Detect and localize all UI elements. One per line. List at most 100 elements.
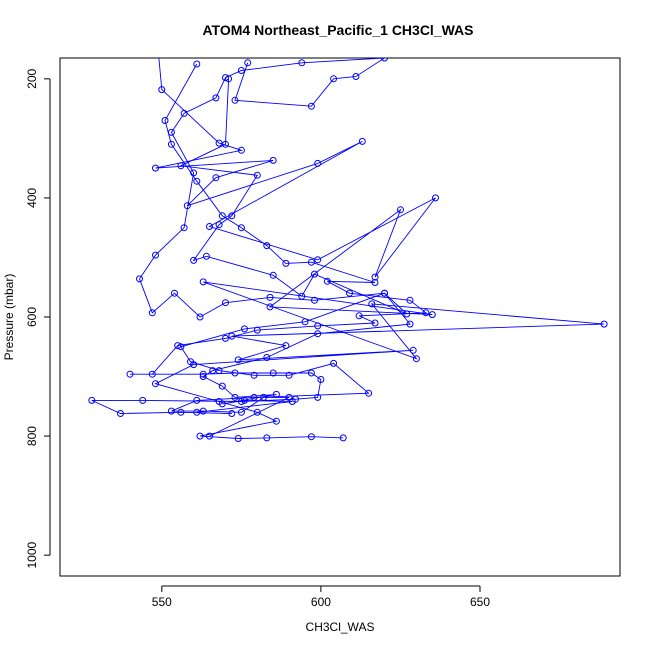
data-point <box>171 289 178 297</box>
x-tick-label: 650 <box>470 595 490 609</box>
series-line <box>138 58 411 413</box>
data-point <box>206 223 213 230</box>
x-tick-label: 550 <box>152 595 172 609</box>
data-point <box>180 109 188 117</box>
data-point <box>409 346 417 354</box>
data-point <box>406 296 414 304</box>
data-point <box>314 159 322 167</box>
data-point <box>148 370 156 378</box>
data-point <box>285 371 293 379</box>
data-point <box>88 396 96 404</box>
data-point <box>253 171 261 179</box>
x-axis-label: CH3Cl_WAS <box>306 620 375 634</box>
data-point <box>288 398 296 405</box>
data-point <box>323 277 331 285</box>
series-group <box>88 58 608 442</box>
chart-title: ATOM4 Northeast_Pacific_1 CH3Cl_WAS <box>202 22 473 38</box>
y-axis: 200 400 600 800 1000 <box>25 69 51 569</box>
data-point <box>234 356 242 364</box>
data-point <box>428 311 436 319</box>
data-point <box>212 174 220 182</box>
y-tick-label: 800 <box>25 426 39 446</box>
data-point <box>272 390 280 398</box>
data-point <box>244 59 252 67</box>
data-point <box>222 74 229 82</box>
data-point <box>381 289 388 297</box>
y-tick-label: 600 <box>25 307 39 327</box>
data-point <box>218 400 226 408</box>
data-point <box>339 434 347 442</box>
data-point <box>314 393 322 401</box>
data-point <box>152 164 159 172</box>
data-point <box>231 96 239 104</box>
data-point <box>237 146 245 154</box>
data-point <box>371 279 379 286</box>
series-line <box>171 78 408 437</box>
data-point <box>167 128 175 136</box>
data-point <box>241 396 248 404</box>
data-point <box>222 334 229 342</box>
data-point <box>158 86 166 94</box>
data-point <box>228 212 236 220</box>
data-point <box>193 60 201 68</box>
data-point <box>269 271 277 279</box>
data-point <box>266 293 274 301</box>
data-point <box>218 382 226 390</box>
x-axis: 550 600 650 <box>152 585 490 609</box>
data-point <box>307 369 315 377</box>
data-point <box>301 318 309 326</box>
data-point <box>412 355 420 363</box>
data-point <box>237 224 245 232</box>
data-point <box>190 256 198 264</box>
data-point <box>148 309 156 317</box>
data-point <box>397 206 404 214</box>
data-point <box>237 67 245 74</box>
data-point <box>167 407 175 415</box>
series-line <box>154 58 605 439</box>
series-line <box>91 63 428 414</box>
data-point <box>368 300 376 308</box>
data-point <box>266 303 274 311</box>
data-point <box>381 58 388 62</box>
data-point <box>314 256 322 264</box>
data-point <box>253 326 261 334</box>
data-point <box>228 410 236 417</box>
data-point <box>346 289 353 297</box>
data-point <box>222 140 229 148</box>
data-point <box>177 162 185 170</box>
data-point <box>196 313 204 321</box>
data-point <box>314 330 322 338</box>
data-point <box>371 319 379 327</box>
data-point <box>199 278 207 286</box>
data-point <box>222 299 229 307</box>
y-tick-label: 400 <box>25 188 39 208</box>
data-point <box>263 242 271 250</box>
data-point <box>231 393 239 401</box>
data-point <box>190 169 198 177</box>
data-point <box>156 58 161 59</box>
data-point <box>307 433 315 441</box>
data-point <box>212 94 220 102</box>
data-point <box>180 224 188 232</box>
data-point <box>422 309 430 317</box>
data-point <box>307 258 315 266</box>
data-point <box>161 117 169 124</box>
data-point <box>269 156 277 164</box>
data-point <box>215 139 223 147</box>
data-point <box>218 212 226 220</box>
data-point <box>206 432 213 440</box>
data-point <box>311 296 318 304</box>
data-point <box>282 259 290 267</box>
data-point <box>136 275 143 283</box>
y-tick-label: 200 <box>25 69 39 89</box>
data-point <box>167 140 175 148</box>
data-point <box>253 408 261 416</box>
data-point <box>231 369 239 377</box>
data-point <box>371 273 379 281</box>
data-point <box>215 221 223 229</box>
data-point <box>317 376 325 383</box>
data-point <box>177 408 185 416</box>
data-point <box>202 252 210 260</box>
data-point <box>117 410 124 417</box>
